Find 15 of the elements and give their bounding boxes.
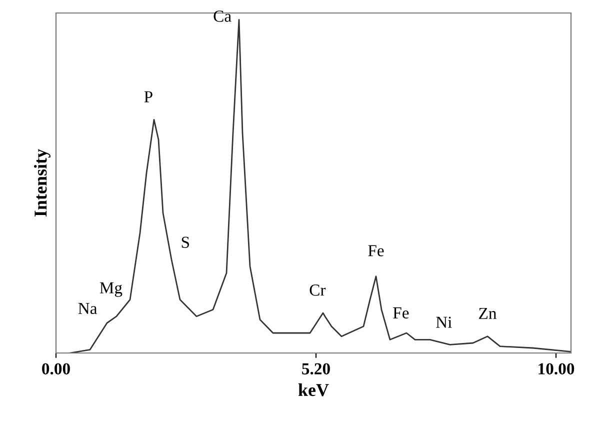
x-tick-label: 10.00 [538, 363, 574, 375]
annotation: Fe [393, 307, 409, 319]
x-tick-label: 0.00 [42, 363, 70, 375]
annotation: Mg [100, 282, 122, 297]
annotation: S [182, 236, 189, 248]
x-axis-title: keV [298, 383, 329, 396]
x-tick-label: 5.20 [302, 363, 330, 375]
annotation: Na [78, 302, 98, 314]
y-axis-title: Intensity [34, 149, 50, 216]
annotation: Ni [436, 316, 452, 328]
annotation: Cr [310, 284, 326, 296]
annotation: Fe [368, 245, 384, 256]
annotation: Zn [479, 308, 497, 319]
annotation: P [144, 91, 152, 102]
annotation: Ca [214, 10, 232, 22]
